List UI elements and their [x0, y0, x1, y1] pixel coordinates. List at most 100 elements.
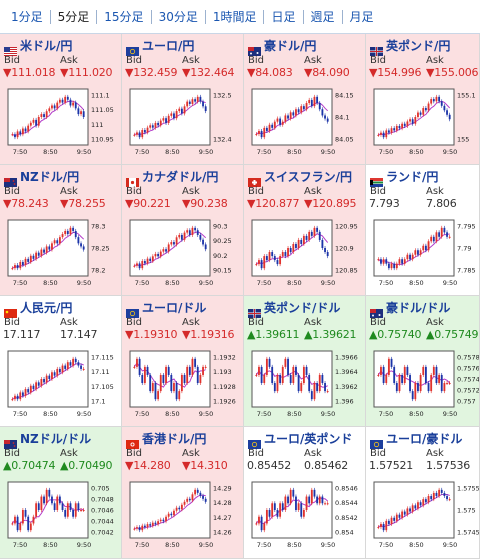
y-tick-label: 1.193	[213, 368, 232, 376]
pair-name-link[interactable]: NZドル/ドル	[20, 431, 92, 446]
candle	[146, 366, 149, 375]
tab-4[interactable]: 30分足	[150, 9, 205, 24]
candle	[289, 374, 292, 384]
tab-8[interactable]: 月足	[341, 9, 381, 24]
candle	[305, 103, 308, 110]
candle	[204, 498, 207, 502]
pair-name-link[interactable]: 英ポンド/ドル	[264, 300, 341, 315]
candle	[141, 261, 144, 269]
tab-7[interactable]: 週足	[302, 9, 342, 24]
rate-panel[interactable]: スイスフラン/円 Bid Ask ▼120.877 ▼120.895 120.95 120.…	[244, 165, 366, 296]
candlestick-chart[interactable]: 0.7578 0.7576 0.7574 0.7572 0.757 7:50 8:50 9:5…	[370, 347, 479, 423]
candle	[154, 383, 157, 400]
candlestick-chart[interactable]: 14.29 14.28 14.27 14.26 7:50 8:50 9:50	[126, 478, 238, 554]
pair-name-link[interactable]: 英ポンド/円	[386, 38, 451, 53]
rate-panel[interactable]: ユーロ/円 Bid Ask ▼132.459 ▼132.464 132.5 132.4 7:5…	[122, 34, 244, 165]
pair-name-link[interactable]: 豪ドル/ドル	[386, 300, 451, 315]
rate-panel[interactable]: ユーロ/ドル Bid Ask ▼1.19310 ▼1.19316 1.1932 1.193 1…	[122, 296, 244, 427]
rate-panel[interactable]: 香港ドル/円 Bid Ask ▼14.280 ▼14.310 14.29 14.28 14.2…	[122, 427, 244, 559]
candle	[398, 514, 401, 518]
ask-value: ▼78.255	[60, 197, 106, 210]
candlestick-chart[interactable]: 155.1 155 7:50 8:50 9:50	[370, 85, 479, 161]
candlestick-chart[interactable]: 0.705 0.7048 0.7046 0.7044 0.7042 7:50 8:50 9:5…	[4, 478, 116, 554]
pair-name-link[interactable]: 米ドル/円	[20, 38, 73, 53]
candlestick-chart[interactable]: 1.1932 1.193 1.1928 1.1926 7:50 8:50 9:50	[126, 347, 238, 423]
rate-panel[interactable]: ランド/円 Bid Ask 7.793 7.806 7.795 7.79 7.785 7:50 8…	[366, 165, 480, 296]
candle	[260, 260, 263, 269]
candle	[138, 132, 141, 138]
candle	[143, 525, 146, 528]
candle	[24, 128, 27, 132]
pair-name-link[interactable]: 人民元/円	[20, 300, 73, 315]
tab-5[interactable]: 1時間足	[204, 9, 264, 24]
candle	[157, 122, 160, 126]
candle	[316, 227, 319, 232]
pair-name-link[interactable]: 香港ドル/円	[142, 431, 207, 446]
candle	[265, 256, 268, 261]
candlestick-chart[interactable]: 7.795 7.79 7.785 7:50 8:50 9:50	[370, 216, 479, 292]
rate-panel[interactable]: 人民元/円 Bid Ask 17.117 17.147 17.115 17.11 17.105…	[0, 296, 122, 427]
rate-panel[interactable]: 英ポンド/円 Bid Ask ▼154.996 ▼155.006 155.1 155 7:50…	[366, 34, 480, 165]
bid-label: Bid	[370, 55, 386, 66]
candlestick-chart[interactable]: 0.8546 0.8544 0.8542 0.854 7:50 8:50 9:50	[248, 478, 360, 554]
x-tick-label: 9:50	[321, 541, 336, 549]
x-tick-label: 9:50	[321, 148, 336, 156]
candle	[199, 374, 202, 384]
rate-panel[interactable]: NZドル/ドル Bid Ask ▲0.70474 ▲0.70490 0.705 0.7048…	[0, 427, 122, 559]
candlestick-chart[interactable]: 1.5755 1.575 1.5745 7:50 8:50 9:50	[370, 478, 479, 554]
candle	[263, 256, 266, 269]
pair-name-link[interactable]: 豪ドル/円	[264, 38, 317, 53]
candlestick-chart[interactable]: 78.3 78.25 78.2 7:50 8:50 9:50	[4, 216, 116, 292]
pair-name-link[interactable]: ユーロ/ドル	[142, 300, 207, 315]
tab-2[interactable]: 5分足	[49, 9, 97, 24]
x-tick-label: 7:50	[379, 279, 394, 287]
bid-label: Bid	[4, 448, 20, 459]
tab-6[interactable]: 日足	[263, 9, 302, 24]
candlestick-chart[interactable]: 17.115 17.11 17.105 17.1 7:50 8:50 9:50	[4, 347, 116, 423]
bid-label: Bid	[126, 55, 142, 66]
candle	[143, 130, 146, 133]
rate-panel[interactable]: ユーロ/英ポンド Bid Ask 0.85452 0.85462 0.8546 0.8544…	[244, 427, 366, 559]
candle	[196, 230, 199, 235]
panel-header: ユーロ/円	[126, 37, 195, 56]
candle	[273, 121, 276, 128]
candle	[305, 496, 308, 510]
pair-name-link[interactable]: NZドル/円	[20, 169, 80, 184]
candle	[419, 374, 422, 392]
candle	[417, 383, 419, 392]
pair-name-link[interactable]: ユーロ/英ポンド	[264, 431, 353, 446]
candle	[21, 510, 24, 524]
candle	[56, 496, 59, 510]
candlestick-chart[interactable]: 111.1 111.05 111 110.95 7:50 8:50 9:50	[4, 85, 116, 161]
candlestick-chart[interactable]: 1.3966 1.3964 1.3962 1.396 7:50 8:50 9:50	[248, 347, 360, 423]
candle	[276, 260, 279, 265]
rate-panel[interactable]: 英ポンド/ドル Bid Ask ▲1.39611 ▲1.39621 1.3966 1.396…	[244, 296, 366, 427]
candlestick-chart[interactable]: 120.95 120.9 120.85 7:50 8:50 9:50	[248, 216, 360, 292]
y-tick-label: 155	[457, 136, 469, 144]
rate-panel[interactable]: 豪ドル/ドル Bid Ask ▲0.75740 ▲0.75749 0.7578 0.7576…	[366, 296, 480, 427]
candlestick-chart[interactable]: 132.5 132.4 7:50 8:50 9:50	[126, 85, 238, 161]
rate-panel[interactable]: カナダドル/円 Bid Ask ▼90.221 ▼90.238 90.3 90.25 90.2…	[122, 165, 244, 296]
pair-name-link[interactable]: ユーロ/円	[142, 38, 195, 53]
pair-name-link[interactable]: スイスフラン/円	[264, 169, 353, 184]
tab-3[interactable]: 15分足	[96, 9, 150, 24]
candle	[263, 127, 266, 138]
candlestick-chart[interactable]: 90.3 90.25 90.2 90.15 7:50 8:50 9:50	[126, 216, 238, 292]
rate-panel[interactable]: 豪ドル/円 Bid Ask ▼84.083 ▼84.090 84.15 84.1 84.05 7…	[244, 34, 366, 165]
tab-1[interactable]: 1分足	[11, 9, 43, 24]
rate-panel[interactable]: NZドル/円 Bid Ask ▼78.243 ▼78.255 78.3 78.25 78.2 7…	[0, 165, 122, 296]
pair-name-link[interactable]: カナダドル/円	[142, 169, 219, 184]
rate-panel[interactable]: ユーロ/豪ドル Bid Ask 1.57521 1.57536 1.5755 1.575 1.…	[366, 427, 480, 559]
x-tick-label: 7:50	[135, 541, 150, 549]
candle	[377, 134, 380, 136]
pair-name-link[interactable]: ユーロ/豪ドル	[386, 431, 463, 446]
candle	[173, 510, 175, 516]
candle	[146, 258, 149, 264]
candle	[183, 232, 186, 240]
rate-panel[interactable]: 米ドル/円 Bid Ask ▼111.018 ▼111.020 111.1 111.05 11…	[0, 34, 122, 165]
pair-name-link[interactable]: ランド/円	[386, 169, 439, 184]
candlestick-chart[interactable]: 84.15 84.1 84.05 7:50 8:50 9:50	[248, 85, 360, 161]
candle	[149, 258, 152, 262]
y-tick-label: 84.05	[335, 136, 354, 144]
candle	[401, 123, 404, 129]
